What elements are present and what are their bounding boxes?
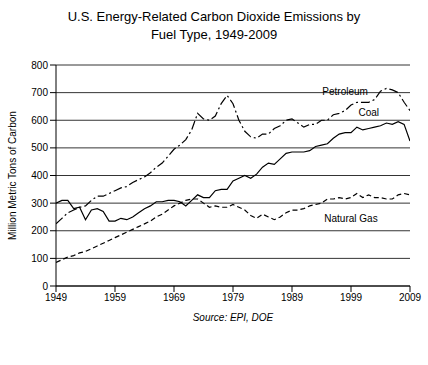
svg-text:1989: 1989 — [281, 292, 304, 303]
svg-text:600: 600 — [31, 115, 48, 126]
svg-text:500: 500 — [31, 142, 48, 153]
html-text:U.S. Energy-Related Carbon Dio: U.S. Energy-Related Carbon Dioxide Emiss… — [67, 9, 361, 24]
svg-text:0: 0 — [42, 281, 48, 292]
svg-text:1949: 1949 — [45, 292, 68, 303]
svg-text:1959: 1959 — [104, 292, 127, 303]
svg-text:300: 300 — [31, 198, 48, 209]
svg-text:700: 700 — [31, 87, 48, 98]
svg-text:Natural Gas: Natural Gas — [324, 213, 377, 224]
html-text:Source: EPI, DOE: Source: EPI, DOE — [192, 312, 274, 323]
svg-text:1979: 1979 — [222, 292, 245, 303]
svg-text:400: 400 — [31, 170, 48, 181]
svg-text:Million Metric Tons of Carbon: Million Metric Tons of Carbon — [8, 111, 18, 240]
svg-text:Petroleum: Petroleum — [322, 86, 368, 97]
svg-text:1999: 1999 — [340, 292, 363, 303]
svg-text:200: 200 — [31, 225, 48, 236]
svg-text:100: 100 — [31, 253, 48, 264]
svg-text:800: 800 — [31, 60, 48, 71]
html-text:Fuel Type, 1949-2009: Fuel Type, 1949-2009 — [150, 27, 278, 42]
svg-text:1969: 1969 — [163, 292, 186, 303]
svg-text:2009: 2009 — [399, 292, 420, 303]
svg-text:Coal: Coal — [359, 107, 380, 118]
